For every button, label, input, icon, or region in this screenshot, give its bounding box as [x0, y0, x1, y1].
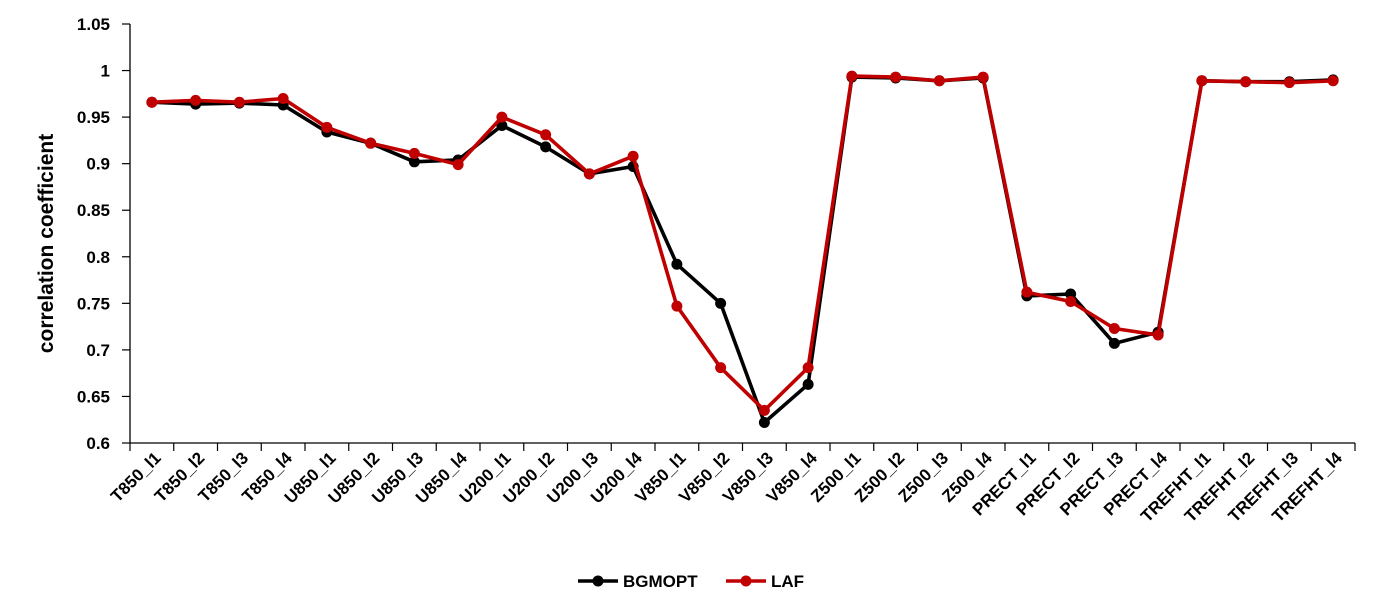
series-line: [150, 75, 1335, 425]
data-point: [1327, 75, 1339, 87]
data-point: [408, 147, 420, 159]
y-tick-label: 0.9: [86, 155, 110, 174]
legend-swatch-marker: [592, 575, 604, 587]
data-point: [233, 96, 245, 108]
data-point: [1108, 322, 1120, 334]
data-point: [846, 70, 858, 82]
y-tick-label: 0.8: [86, 248, 110, 267]
data-point: [933, 75, 945, 87]
y-tick-label: 1.05: [77, 15, 110, 34]
y-tick-label: 0.6: [86, 434, 110, 453]
legend: BGMOPT LAF: [578, 572, 804, 591]
y-tick-label: 0.85: [77, 201, 110, 220]
data-point: [671, 300, 683, 312]
data-point: [715, 297, 727, 309]
data-point: [1196, 75, 1208, 87]
data-point: [1283, 77, 1295, 89]
series-line: [150, 74, 1335, 413]
series-layer: [146, 70, 1339, 429]
data-point: [583, 168, 595, 180]
legend-label: BGMOPT: [623, 572, 698, 591]
y-axis-title: correlation coefficient: [35, 134, 58, 353]
data-point: [408, 156, 420, 168]
y-tick-label: 0.75: [77, 294, 110, 313]
legend-label: LAF: [771, 572, 804, 591]
data-point: [715, 362, 727, 374]
data-point: [627, 150, 639, 162]
data-point: [277, 92, 289, 104]
data-point: [452, 159, 464, 171]
data-point: [758, 417, 770, 429]
data-point: [1240, 76, 1252, 88]
data-point: [758, 404, 770, 416]
y-axis: 0.6 0.65 0.7 0.75 0.8 0.85 0.9 0.95 1 1.05: [77, 15, 131, 453]
y-tick-label: 1: [101, 62, 110, 81]
y-tick-label: 0.7: [86, 341, 110, 360]
y-tick-label: 0.95: [77, 108, 110, 127]
series-laf: [146, 70, 1339, 416]
data-point: [321, 121, 333, 133]
data-point: [1152, 329, 1164, 341]
data-point: [802, 362, 814, 374]
data-point: [1065, 295, 1077, 307]
data-point: [890, 71, 902, 83]
data-point: [1108, 337, 1120, 349]
data-point: [977, 71, 989, 83]
data-point: [540, 129, 552, 141]
data-point: [190, 94, 202, 106]
data-point: [540, 141, 552, 153]
data-point: [802, 378, 814, 390]
data-point: [1021, 286, 1033, 298]
legend-item: LAF: [726, 572, 804, 591]
data-point: [671, 258, 683, 270]
x-axis: T850_l1T850_l2T850_l3T850_l4U850_l1U850_…: [107, 442, 1356, 526]
legend-swatch-marker: [740, 575, 752, 587]
legend-item: BGMOPT: [578, 572, 698, 591]
y-tick-label: 0.65: [77, 387, 110, 406]
data-point: [146, 96, 158, 108]
data-point: [496, 111, 508, 123]
data-point: [365, 137, 377, 149]
